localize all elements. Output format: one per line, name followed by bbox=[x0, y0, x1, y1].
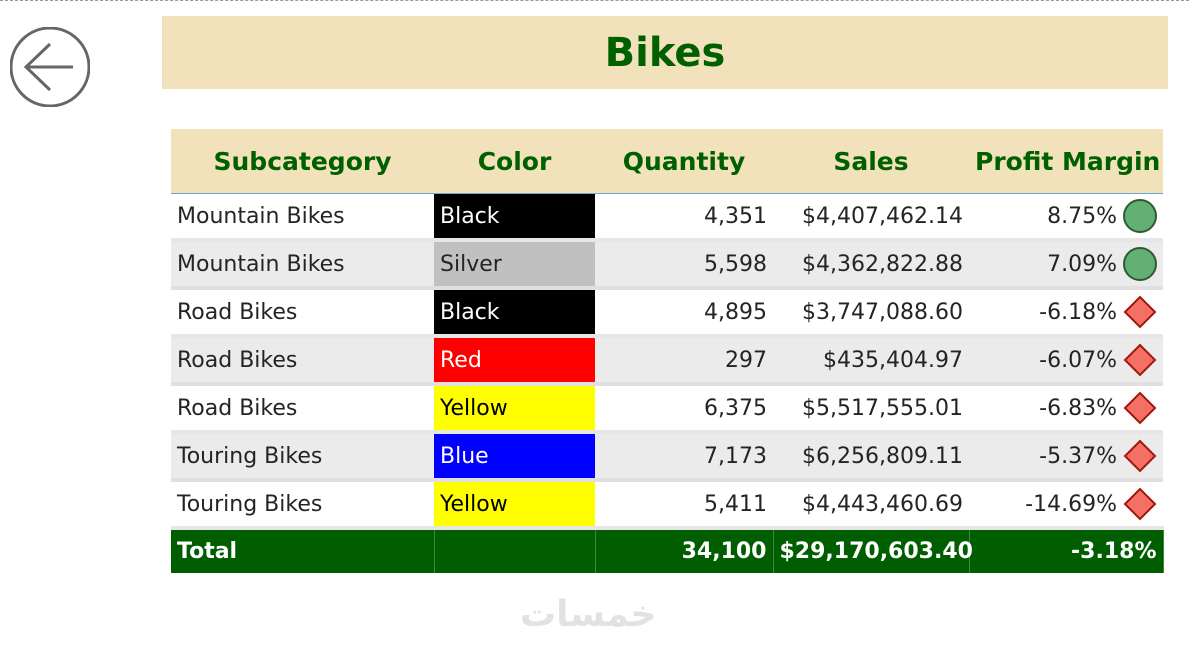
profit-margin-value: -6.18% bbox=[1039, 299, 1117, 325]
profit-margin-value: 7.09% bbox=[1047, 251, 1117, 277]
sales-cell: $435,404.97 bbox=[773, 336, 969, 386]
color-cell: Red bbox=[434, 336, 595, 386]
quantity-cell: 4,895 bbox=[595, 288, 773, 338]
subcategory-cell: Touring Bikes bbox=[171, 432, 434, 482]
color-cell: Yellow bbox=[434, 384, 595, 434]
color-cell: Blue bbox=[434, 432, 595, 482]
profit-margin-value: -6.07% bbox=[1039, 347, 1117, 373]
total-quantity: 34,100 bbox=[595, 528, 774, 573]
total-color bbox=[434, 528, 596, 573]
subcategory-cell: Road Bikes bbox=[171, 288, 434, 338]
column-header-subcategory[interactable]: Subcategory bbox=[171, 129, 434, 194]
table-row[interactable]: Road Bikes Black 4,895 $3,747,088.60 -6.… bbox=[171, 288, 1163, 338]
table-row[interactable]: Touring Bikes Blue 7,173 $6,256,809.11 -… bbox=[171, 432, 1163, 482]
watermark-logo: خمسات bbox=[520, 594, 657, 635]
sales-cell: $4,407,462.14 bbox=[773, 193, 969, 242]
profit-margin-value: -14.69% bbox=[1025, 491, 1117, 517]
subcategory-cell: Road Bikes bbox=[171, 384, 434, 434]
header-row: Subcategory Color Quantity Sales Profit … bbox=[171, 129, 1163, 194]
profit-margin-value: -5.37% bbox=[1039, 443, 1117, 469]
subcategory-cell: Mountain Bikes bbox=[171, 193, 434, 242]
total-label: Total bbox=[171, 528, 435, 573]
total-margin: -3.18% bbox=[969, 528, 1164, 573]
sales-cell: $4,362,822.88 bbox=[773, 240, 969, 290]
color-cell: Yellow bbox=[434, 480, 595, 530]
column-header-quantity[interactable]: Quantity bbox=[595, 129, 773, 194]
quantity-cell: 4,351 bbox=[595, 193, 773, 242]
table-row[interactable]: Mountain Bikes Black 4,351 $4,407,462.14… bbox=[171, 193, 1163, 242]
quantity-cell: 5,411 bbox=[595, 480, 773, 530]
red-diamond-icon bbox=[1123, 487, 1157, 521]
red-diamond-icon bbox=[1123, 295, 1157, 329]
back-button[interactable] bbox=[9, 26, 91, 108]
color-cell: Silver bbox=[434, 240, 595, 290]
bikes-table: Subcategory Color Quantity Sales Profit … bbox=[171, 129, 1164, 573]
quantity-cell: 6,375 bbox=[595, 384, 773, 434]
red-diamond-icon bbox=[1123, 343, 1157, 377]
subcategory-cell: Mountain Bikes bbox=[171, 240, 434, 290]
sales-cell: $3,747,088.60 bbox=[773, 288, 969, 338]
profit-margin-value: -6.83% bbox=[1039, 395, 1117, 421]
sales-cell: $5,517,555.01 bbox=[773, 384, 969, 434]
sales-cell: $4,443,460.69 bbox=[773, 480, 969, 530]
total-row: Total 34,100 $29,170,603.40 -3.18% bbox=[171, 528, 1164, 573]
green-circle-icon bbox=[1123, 247, 1157, 281]
subcategory-cell: Road Bikes bbox=[171, 336, 434, 386]
quantity-cell: 5,598 bbox=[595, 240, 773, 290]
top-border bbox=[0, 0, 1189, 1]
profit-margin-cell: -5.37% bbox=[969, 432, 1163, 482]
color-cell: Black bbox=[434, 288, 595, 338]
profit-margin-cell: 7.09% bbox=[969, 240, 1163, 290]
profit-margin-cell: -6.18% bbox=[969, 288, 1163, 338]
arrow-left-circle-icon bbox=[9, 26, 91, 108]
sales-cell: $6,256,809.11 bbox=[773, 432, 969, 482]
subcategory-cell: Touring Bikes bbox=[171, 480, 434, 530]
profit-margin-value: 8.75% bbox=[1047, 203, 1117, 229]
column-header-sales[interactable]: Sales bbox=[773, 129, 969, 194]
quantity-cell: 7,173 bbox=[595, 432, 773, 482]
table-row[interactable]: Touring Bikes Yellow 5,411 $4,443,460.69… bbox=[171, 480, 1163, 530]
quantity-cell: 297 bbox=[595, 336, 773, 386]
color-cell: Black bbox=[434, 193, 595, 242]
table-row[interactable]: Road Bikes Red 297 $435,404.97 -6.07% bbox=[171, 336, 1163, 386]
profit-margin-cell: -6.07% bbox=[969, 336, 1163, 386]
total-sales: $29,170,603.40 bbox=[773, 528, 973, 573]
table-row[interactable]: Road Bikes Yellow 6,375 $5,517,555.01 -6… bbox=[171, 384, 1163, 434]
profit-margin-cell: 8.75% bbox=[969, 193, 1163, 242]
title-banner: Bikes bbox=[162, 16, 1168, 89]
profit-margin-cell: -6.83% bbox=[969, 384, 1163, 434]
profit-margin-cell: -14.69% bbox=[969, 480, 1163, 530]
column-header-color[interactable]: Color bbox=[434, 129, 595, 194]
page-title: Bikes bbox=[604, 29, 726, 76]
red-diamond-icon bbox=[1123, 391, 1157, 425]
table-row[interactable]: Mountain Bikes Silver 5,598 $4,362,822.8… bbox=[171, 240, 1163, 290]
red-diamond-icon bbox=[1123, 439, 1157, 473]
column-header-profit-margin[interactable]: Profit Margin bbox=[969, 129, 1163, 194]
green-circle-icon bbox=[1123, 199, 1157, 233]
